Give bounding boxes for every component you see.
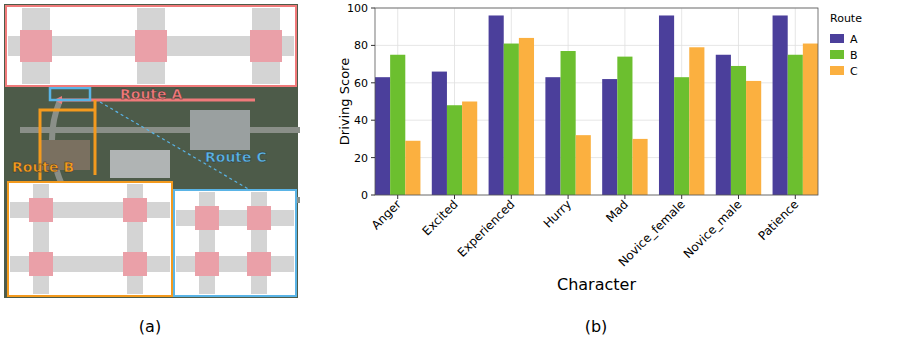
bar — [375, 77, 390, 195]
inset-intersection — [135, 30, 167, 62]
bar — [432, 72, 447, 195]
tick-label: 100 — [347, 2, 368, 15]
legend-swatch — [830, 66, 844, 75]
legend-label: C — [850, 65, 858, 78]
tick — [681, 195, 682, 199]
tick — [371, 45, 375, 46]
legend-swatch — [830, 50, 844, 59]
building — [190, 110, 250, 150]
map-panel: Route A Route B Route C — [4, 4, 300, 298]
route-label: Route A — [120, 86, 182, 102]
route-inset — [8, 182, 172, 296]
tick-label: Experienced — [455, 197, 518, 260]
building — [110, 150, 170, 178]
inset-frame — [6, 6, 296, 86]
legend-label: B — [850, 49, 858, 62]
inset-frame — [174, 190, 296, 296]
bar — [545, 77, 560, 195]
tick-label: 20 — [354, 152, 368, 165]
legend: Route ABC — [830, 12, 862, 78]
bar — [689, 47, 704, 195]
bar — [504, 44, 519, 195]
tick-label: Hurry — [541, 197, 575, 231]
inset-intersection — [195, 252, 219, 276]
legend-swatch — [830, 34, 844, 43]
inset-intersection — [250, 30, 282, 62]
tick-label: Novice_female — [616, 197, 688, 269]
route-leader — [100, 102, 250, 190]
route-inset — [174, 190, 296, 296]
inset-road — [176, 210, 294, 226]
tick — [371, 157, 375, 158]
bar — [788, 55, 803, 195]
bar — [659, 15, 674, 195]
bar — [576, 135, 591, 195]
inset-intersection — [123, 198, 147, 222]
tick — [371, 82, 375, 83]
tick — [371, 195, 375, 196]
panel-label: (a) — [139, 317, 161, 336]
inset-frame — [8, 182, 172, 296]
route-path — [50, 88, 90, 100]
panel-label: (b) — [585, 317, 608, 336]
legend-title: Route — [830, 12, 862, 25]
route-inset — [6, 6, 296, 86]
grid-line — [375, 45, 818, 46]
tick — [454, 195, 455, 199]
tick — [568, 195, 569, 199]
inset-intersection — [29, 252, 53, 276]
legend-label: A — [850, 33, 858, 46]
tick-label: 40 — [354, 114, 368, 127]
bar — [561, 51, 576, 195]
inset-intersection — [247, 206, 271, 230]
inset-intersection — [195, 206, 219, 230]
bar — [746, 81, 761, 195]
route-label: Route B — [12, 159, 74, 175]
bar — [390, 55, 405, 195]
tick-label: Patience — [755, 197, 801, 243]
tick — [371, 8, 375, 9]
tick-label: Mad — [603, 197, 631, 225]
bar — [617, 57, 632, 195]
bar — [489, 15, 504, 195]
inset-intersection — [247, 252, 271, 276]
tick-label: 60 — [354, 77, 368, 90]
axis-title: Character — [557, 275, 636, 294]
tick — [397, 195, 398, 199]
bar — [773, 15, 788, 195]
tick — [795, 195, 796, 199]
tick — [738, 195, 739, 199]
bar — [632, 139, 647, 195]
bar — [462, 102, 477, 196]
tick-label: 0 — [361, 189, 368, 202]
tick-label: Novice_male — [681, 197, 745, 261]
bar — [803, 44, 818, 195]
tick — [624, 195, 625, 199]
bar — [716, 55, 731, 195]
bar — [674, 77, 689, 195]
figure: Route A Route B Route C (a) (b) 0 20 40 60 80 100 A… — [0, 0, 910, 346]
tick — [371, 120, 375, 121]
bar — [405, 141, 420, 195]
axis-title: Driving Score — [337, 58, 352, 145]
tick-label: 80 — [354, 39, 368, 52]
road — [20, 127, 300, 133]
tick-label: Excited — [420, 197, 461, 238]
inset-intersection — [20, 30, 52, 62]
route-label: Route C — [205, 149, 267, 165]
tick — [511, 195, 512, 199]
inset-road — [176, 256, 294, 272]
bar — [602, 79, 617, 195]
bars — [375, 15, 818, 195]
inset-intersection — [29, 198, 53, 222]
bar — [447, 105, 462, 195]
chart: 0 20 40 60 80 100 Anger ExcitedExperienced Hurry… — [337, 2, 862, 294]
bar — [731, 66, 746, 195]
plot-frame — [375, 8, 818, 195]
map-ground — [4, 4, 298, 298]
tick-label: Anger — [369, 197, 404, 232]
bar — [519, 38, 534, 195]
inset-intersection — [123, 252, 147, 276]
